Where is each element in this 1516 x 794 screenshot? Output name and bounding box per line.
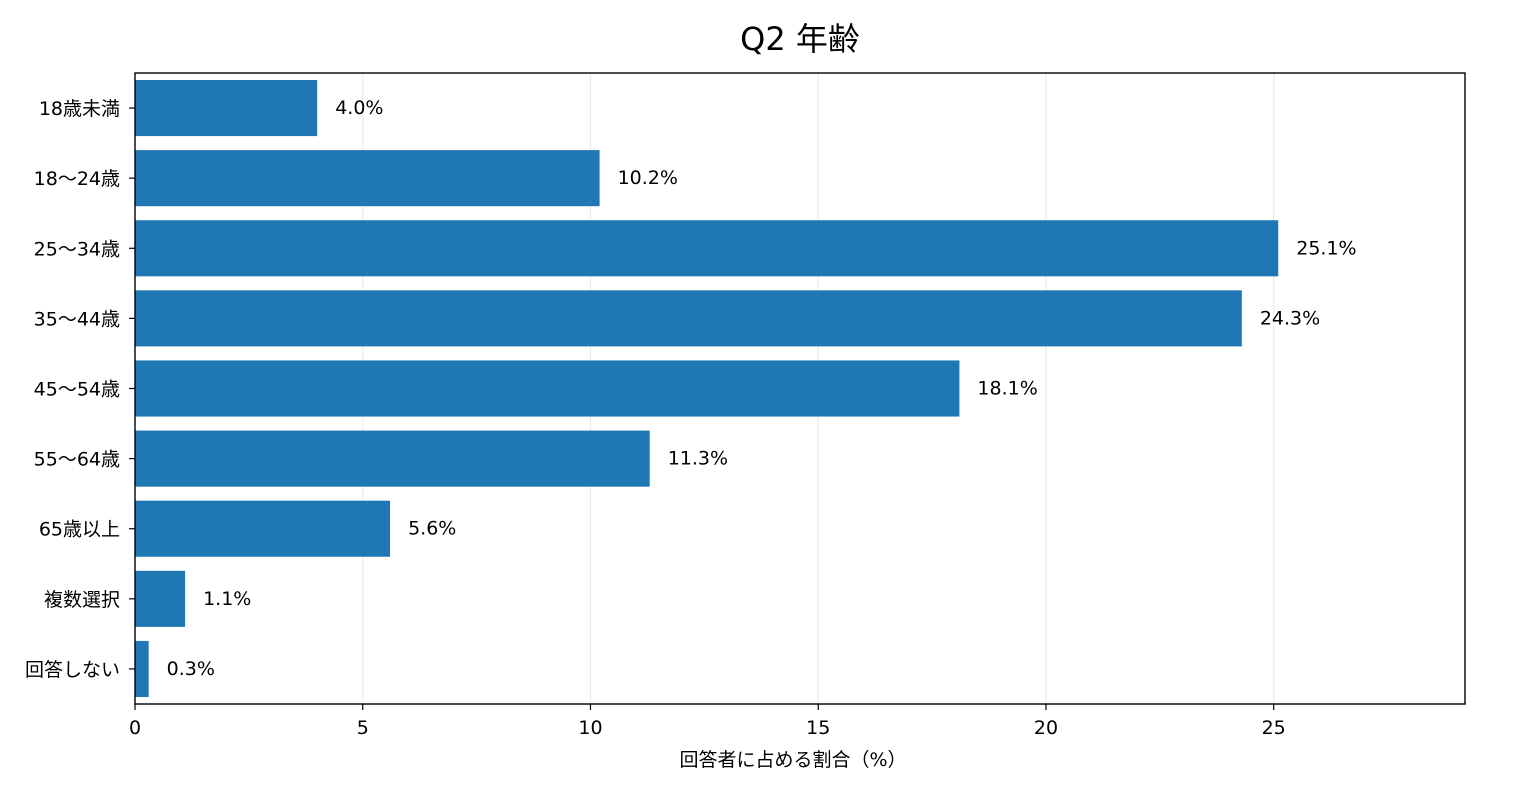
y-tick-label: 35～44歳 — [34, 308, 120, 330]
bar-value-label: 24.3% — [1260, 307, 1320, 329]
chart-title: Q2 年齢 — [740, 20, 860, 58]
x-tick-label: 0 — [129, 717, 141, 739]
bar-value-label: 11.3% — [668, 448, 728, 470]
bar-value-label: 4.0% — [335, 97, 383, 119]
bars — [135, 80, 1279, 697]
bar-value-label: 0.3% — [167, 658, 215, 680]
bar — [135, 150, 600, 207]
y-tick-label: 45～54歳 — [34, 379, 120, 401]
x-tick-label: 10 — [578, 717, 602, 739]
x-axis-ticks: 0 5 10 15 20 25 — [129, 704, 1286, 739]
y-tick-label: 18～24歳 — [34, 168, 120, 190]
bar-value-label: 1.1% — [203, 588, 251, 610]
y-tick-label: 回答しない — [25, 659, 120, 681]
x-tick-label: 20 — [1034, 717, 1058, 739]
bar — [135, 360, 960, 417]
y-tick-label: 65歳以上 — [39, 519, 120, 541]
bar — [135, 570, 186, 627]
bar — [135, 80, 318, 137]
value-labels: 4.0% 10.2% 25.1% 24.3% 18.1% 11.3% 5.6% 1.1% 0.3… — [167, 97, 1357, 680]
bar-value-label: 10.2% — [618, 167, 678, 189]
y-tick-label: 55～64歳 — [34, 449, 120, 471]
x-axis-title: 回答者に占める割合（%） — [679, 749, 906, 771]
bar — [135, 220, 1279, 277]
x-tick-label: 25 — [1262, 717, 1286, 739]
y-tick-label: 18歳未満 — [39, 98, 120, 120]
bar-value-label: 5.6% — [408, 518, 456, 540]
y-axis-ticks: 18歳未満 18～24歳 25～34歳 35～44歳 45～54歳 55～64歳 65歳以上… — [25, 98, 135, 681]
bar-value-label: 18.1% — [977, 378, 1037, 400]
x-tick-label: 5 — [357, 717, 369, 739]
bar — [135, 290, 1242, 347]
bar — [135, 430, 650, 487]
y-tick-label: 複数選択 — [44, 589, 120, 611]
bar — [135, 640, 149, 697]
bar — [135, 500, 391, 557]
bar-value-label: 25.1% — [1296, 237, 1356, 259]
y-tick-label: 25～34歳 — [34, 238, 120, 260]
x-tick-label: 15 — [806, 717, 830, 739]
